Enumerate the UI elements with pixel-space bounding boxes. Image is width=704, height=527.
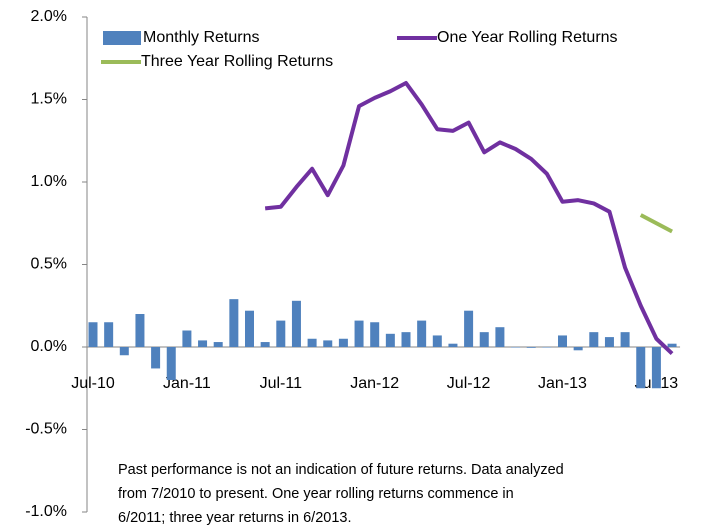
y-tick-label: 1.5% [31,91,67,108]
bar [307,338,317,347]
line [264,81,674,356]
y-tick-label: 0.5% [31,256,67,273]
bar [620,332,630,347]
bar [151,347,161,369]
bar [135,314,145,347]
annotation: from 7/2010 to present. One year rolling… [118,486,514,502]
bar [542,347,552,348]
y-tick-label: 0.0% [31,338,67,355]
bar [354,320,364,347]
bar [119,347,129,356]
bar [88,322,98,347]
bar [291,300,301,347]
bar [182,330,192,347]
x-tick-label: Jan-13 [538,375,587,392]
annotation: 6/2011; three year returns in 6/2013. [118,510,352,526]
bar [464,310,474,347]
bar [495,327,505,347]
bar [104,322,114,347]
x-tick-label: Jul-10 [71,375,115,392]
bar [651,347,661,389]
bar [558,335,567,347]
bar [573,347,583,351]
bar [432,335,442,347]
bar [589,332,599,347]
bar [417,320,427,347]
bar [385,333,395,347]
y-tick-label: 2.0% [31,8,67,25]
y-tick-label: -0.5% [25,421,67,438]
x-tick-label: Jul-11 [260,375,302,392]
annotation: Past performance is not an indication of… [118,462,564,478]
bar [526,347,536,348]
bar [166,347,176,380]
bar [370,322,380,347]
line [639,213,673,234]
legend-swatch [103,31,141,45]
bar [401,332,411,347]
legend-label: Monthly Returns [143,29,260,46]
bar [276,320,286,347]
bar [245,310,254,347]
x-tick-label: Jan-12 [350,375,399,392]
legend-label: Three Year Rolling Returns [141,53,333,70]
bar [229,299,239,347]
x-tick-label: Jul-12 [447,375,491,392]
bar [323,340,333,347]
bar [479,332,489,347]
bar [213,342,223,347]
bar [198,340,208,347]
bar [511,347,521,348]
y-tick-label: -1.0% [25,503,67,520]
legend-label: One Year Rolling Returns [437,29,618,46]
bar [636,347,646,389]
bar [338,338,348,347]
bar [604,337,614,347]
y-tick-label: 1.0% [31,173,67,190]
bar [667,343,677,347]
bar [448,343,458,347]
bar [260,342,270,347]
